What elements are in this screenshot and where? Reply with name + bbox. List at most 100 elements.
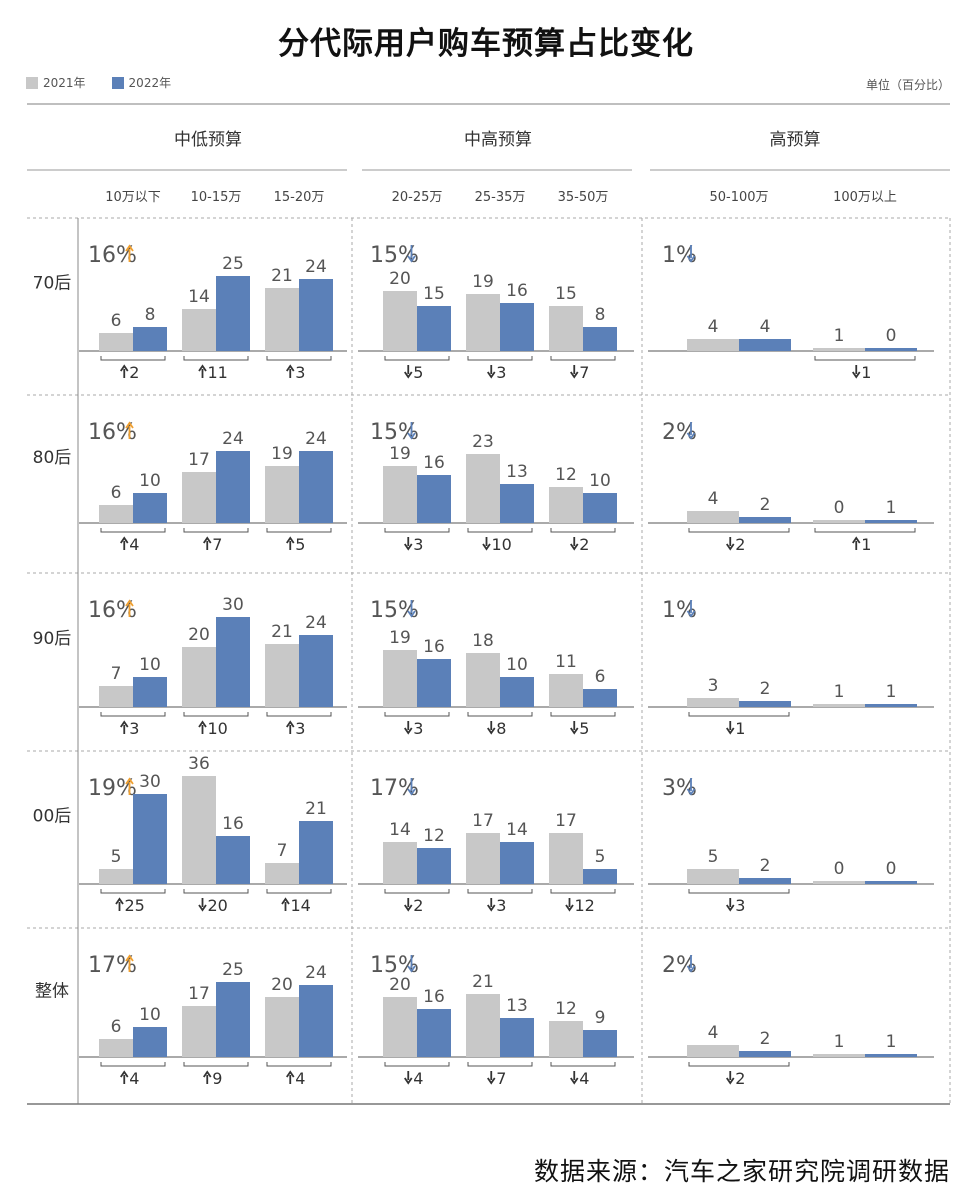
change-arrow-r1-c6 [570, 365, 579, 379]
change-label-r2-c4: 3 [413, 535, 423, 554]
change-arrow-r2-c2-path [203, 536, 212, 550]
change-bracket-r4-c3 [266, 889, 332, 894]
bar-2021-r3-c7 [687, 698, 739, 707]
change-label-r1-c5: 3 [496, 363, 506, 382]
total-arrow-r1-g3-path [686, 245, 696, 263]
bar-2021-r2-c4 [383, 466, 417, 523]
change-label-r1-c3: 3 [295, 363, 305, 382]
total-arrow-r5-g1-path [125, 954, 134, 972]
total-arrow-r3-g2 [407, 600, 416, 618]
change-arrow-r3-c4-path [404, 721, 413, 735]
bar-2022-r1-c7 [739, 339, 791, 351]
total-arrow-r5-g3 [686, 955, 696, 973]
value-label-2022-r1-c5: 16 [506, 281, 528, 301]
bar-2022-r5-c7 [739, 1051, 791, 1057]
bar-2021-r1-c5 [466, 294, 500, 351]
value-label-2022-r3-c3: 24 [305, 613, 327, 633]
total-arrow-r5-g2 [407, 955, 416, 973]
total-arrow-r1-g3 [686, 245, 696, 263]
change-label-r1-c6: 7 [579, 363, 589, 382]
change-label-r2-c7: 2 [735, 535, 745, 554]
change-arrow-r3-c4 [404, 721, 413, 735]
change-arrow-r3-c3 [286, 720, 295, 734]
bar-2022-r4-c6 [583, 869, 617, 884]
bar-2021-r4-c1 [99, 869, 133, 884]
change-bracket-r1-c3 [266, 356, 332, 361]
total-arrow-r4-g3 [686, 778, 696, 796]
value-label-2021-r4-c2: 36 [188, 754, 210, 774]
change-label-r3-c1: 3 [129, 719, 139, 738]
value-label-2022-r4-c1: 30 [139, 772, 161, 792]
value-label-2021-r3-c8: 1 [834, 682, 845, 702]
change-label-r4-c4: 2 [413, 896, 423, 915]
value-label-2021-r3-c2: 20 [188, 625, 210, 645]
legend-swatch-2022 [111, 76, 124, 89]
change-arrow-r3-c1 [120, 720, 129, 734]
change-arrow-r4-c1 [115, 897, 124, 911]
value-label-2022-r5-c8: 1 [886, 1032, 897, 1052]
bar-2022-r3-c5 [500, 677, 534, 707]
legend-swatch-2021 [26, 76, 38, 89]
value-label-2022-r5-c1: 10 [139, 1005, 161, 1025]
value-label-2022-r5-c4: 16 [423, 987, 445, 1007]
bar-2022-r4-c1 [133, 794, 167, 884]
bar-2021-r5-c4 [383, 997, 417, 1057]
change-bracket-r1-c4 [384, 356, 450, 361]
bar-2021-r5-c1 [99, 1039, 133, 1057]
bar-2021-r4-c5 [466, 833, 500, 884]
change-arrow-r5-c3-path [286, 1070, 295, 1084]
total-arrow-r5-g2-path [407, 955, 416, 973]
bar-2022-r1-c4 [417, 306, 451, 351]
bar-2021-r4-c6 [549, 833, 583, 884]
change-arrow-r5-c3 [286, 1070, 295, 1084]
total-arrow-r2-g2-path [407, 422, 416, 440]
unit-label: 单位（百分比） [865, 78, 950, 92]
bar-2021-r2-c2 [182, 472, 216, 523]
value-label-2021-r2-c7: 4 [708, 489, 719, 509]
value-label-2021-r5-c2: 17 [188, 984, 210, 1004]
change-arrow-r4-c6-path [565, 898, 574, 912]
change-arrow-r2-c6-path [570, 537, 579, 551]
value-label-2022-r4-c6: 5 [595, 847, 606, 867]
change-arrow-r4-c2 [198, 898, 207, 912]
change-bracket-r2-c4 [384, 528, 450, 533]
value-label-2021-r5-c7: 4 [708, 1023, 719, 1043]
bar-2022-r3-c4 [417, 659, 451, 707]
change-arrow-r1-c5-path [487, 365, 496, 379]
change-bracket-r2-c2 [183, 528, 249, 533]
change-bracket-r5-c5 [467, 1062, 533, 1067]
change-bracket-r2-c6 [550, 528, 616, 533]
change-arrow-r1-c2 [198, 364, 207, 378]
change-arrow-r1-c5 [487, 365, 496, 379]
value-label-2022-r1-c4: 15 [423, 284, 445, 304]
change-arrow-r5-c1-path [120, 1070, 129, 1084]
bar-2021-r4-c4 [383, 842, 417, 884]
row-label-5: 整体 [35, 982, 69, 1002]
change-label-r5-c7: 2 [735, 1069, 745, 1088]
change-arrow-r2-c4 [404, 537, 413, 551]
bar-2021-r2-c8 [813, 520, 865, 523]
bar-2021-r3-c2 [182, 647, 216, 707]
row-label-2: 80后 [33, 448, 72, 468]
change-label-r3-c3: 3 [295, 719, 305, 738]
change-bracket-r2-c7 [688, 528, 790, 533]
bar-2022-r4-c4 [417, 848, 451, 884]
change-arrow-r3-c1-path [120, 720, 129, 734]
change-arrow-r2-c3-path [286, 536, 295, 550]
bar-2022-r1-c8 [865, 348, 917, 351]
change-arrow-r4-c4-path [404, 898, 413, 912]
change-arrow-r1-c1 [120, 364, 129, 378]
change-bracket-r3-c2 [183, 712, 249, 717]
value-label-2022-r2-c8: 1 [886, 498, 897, 518]
change-label-r3-c5: 8 [496, 719, 506, 738]
total-arrow-r1-g2 [407, 245, 416, 263]
row-label-1: 70后 [33, 274, 72, 294]
change-arrow-r5-c6-path [570, 1071, 579, 1085]
change-bracket-r3-c4 [384, 712, 450, 717]
value-label-2022-r2-c3: 24 [305, 429, 327, 449]
change-arrow-r5-c5-path [487, 1071, 496, 1085]
change-label-r4-c5: 3 [496, 896, 506, 915]
change-arrow-r2-c7 [726, 537, 735, 551]
change-bracket-r3-c5 [467, 712, 533, 717]
bar-2022-r2-c7 [739, 517, 791, 523]
